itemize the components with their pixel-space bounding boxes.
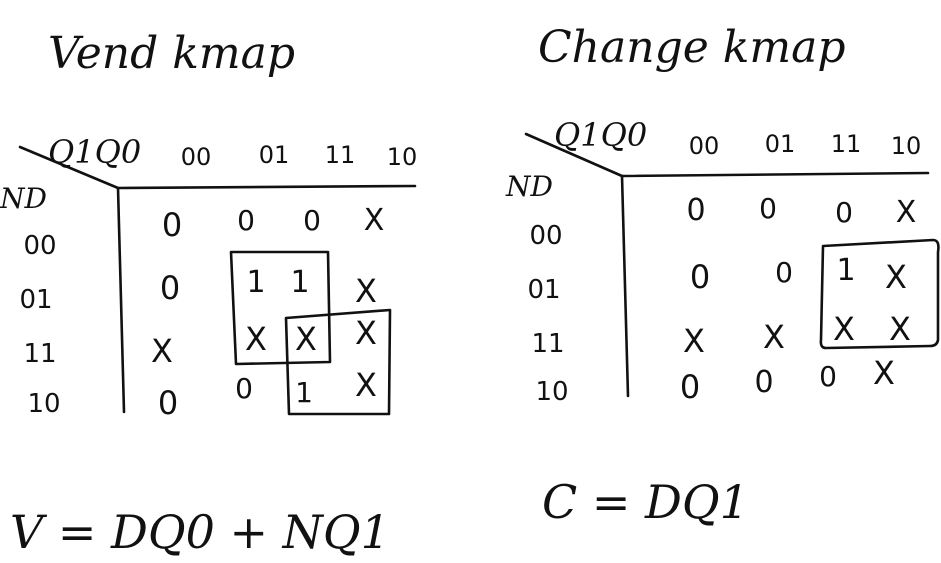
change-row-label: 11	[531, 329, 564, 359]
change-cell: 0	[680, 368, 700, 406]
change-kmap-corner-diagonal	[524, 132, 624, 178]
vend-col-label: 10	[387, 143, 418, 171]
vend-kmap-left-rule	[116, 186, 126, 414]
change-cell: 0	[754, 365, 773, 400]
vend-group-nq1-box	[284, 308, 392, 416]
vend-kmap-top-rule	[116, 184, 417, 190]
change-cell: X	[889, 310, 911, 348]
change-cell: 0	[690, 258, 710, 296]
change-kmap-col-var: Q1Q0	[554, 116, 647, 154]
vend-cell: 0	[237, 204, 255, 237]
change-row-label: 01	[527, 275, 560, 305]
change-kmap: Change kmap Q1Q0 ND 00 01 11 10 00 01 11…	[505, 22, 940, 529]
vend-col-label: 11	[325, 141, 356, 169]
vend-cell: X	[364, 203, 385, 238]
vend-equation: V = DQ0 + NQ1	[10, 505, 390, 558]
vend-col-label: 01	[259, 141, 290, 169]
change-kmap-title: Change kmap	[538, 22, 846, 73]
vend-col-label: 00	[181, 143, 212, 171]
change-cell: 1	[836, 253, 855, 288]
vend-cell: X	[151, 332, 173, 370]
change-cell: X	[896, 195, 917, 230]
vend-row-label: 10	[27, 389, 60, 419]
change-col-label: 11	[831, 130, 862, 158]
vend-cell: X	[245, 320, 267, 358]
vend-row-label: 11	[23, 339, 56, 369]
change-kmap-left-rule	[620, 174, 630, 398]
vend-group-dq0-box	[229, 250, 332, 366]
vend-cell: X	[295, 320, 317, 358]
vend-cell: 1	[295, 376, 313, 409]
vend-cell: 0	[160, 269, 180, 307]
change-cell: 0	[759, 192, 777, 225]
vend-kmap: Vend kmap Q1Q0 ND 00 01 11 10 00 01 11 1…	[0, 28, 418, 559]
change-group-dq1-box	[819, 238, 940, 350]
change-row-label: 10	[535, 377, 568, 407]
change-kmap-top-rule	[620, 171, 930, 178]
vend-kmap-title: Vend kmap	[48, 28, 295, 79]
vend-cell: 0	[235, 372, 253, 405]
change-col-label: 10	[891, 132, 922, 160]
change-col-label: 01	[765, 130, 796, 158]
change-cell: 0	[819, 360, 837, 393]
vend-cell: X	[355, 272, 377, 310]
change-cell: X	[763, 318, 785, 356]
change-kmap-row-var: ND	[505, 170, 553, 203]
vend-cell: X	[355, 366, 377, 404]
change-cell: X	[885, 258, 907, 296]
vend-kmap-col-var: Q1Q0	[48, 133, 141, 171]
vend-kmap-corner-diagonal	[18, 145, 120, 190]
vend-row-label: 00	[23, 231, 56, 261]
change-cell: 0	[686, 193, 705, 228]
vend-row-label: 01	[19, 285, 52, 315]
change-cell: 0	[775, 256, 793, 289]
vend-kmap-row-var: ND	[0, 182, 47, 215]
change-row-label: 00	[529, 221, 562, 251]
vend-cell: 0	[158, 384, 178, 422]
vend-cell: 0	[303, 204, 321, 237]
vend-cell: X	[355, 314, 377, 352]
vend-cell: 1	[290, 265, 309, 300]
change-equation: C = DQ1	[542, 475, 749, 529]
change-cell: X	[683, 322, 705, 360]
vend-cell: 0	[162, 206, 182, 244]
change-cell: X	[833, 310, 855, 348]
change-col-label: 00	[689, 132, 720, 160]
change-cell: 0	[835, 196, 853, 229]
vend-cell: 1	[246, 265, 265, 300]
change-cell: X	[873, 354, 895, 392]
